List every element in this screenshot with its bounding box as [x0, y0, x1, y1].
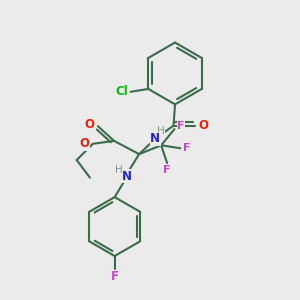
Text: Cl: Cl [116, 85, 128, 98]
Text: O: O [80, 137, 90, 150]
Text: F: F [183, 143, 190, 153]
Text: F: F [111, 270, 119, 283]
Text: O: O [85, 118, 94, 131]
Text: O: O [198, 119, 208, 132]
Text: F: F [163, 165, 171, 175]
Text: N: N [122, 170, 132, 183]
Text: H: H [157, 126, 164, 136]
Text: H: H [115, 165, 123, 175]
Text: N: N [150, 132, 160, 145]
Text: F: F [177, 121, 185, 131]
